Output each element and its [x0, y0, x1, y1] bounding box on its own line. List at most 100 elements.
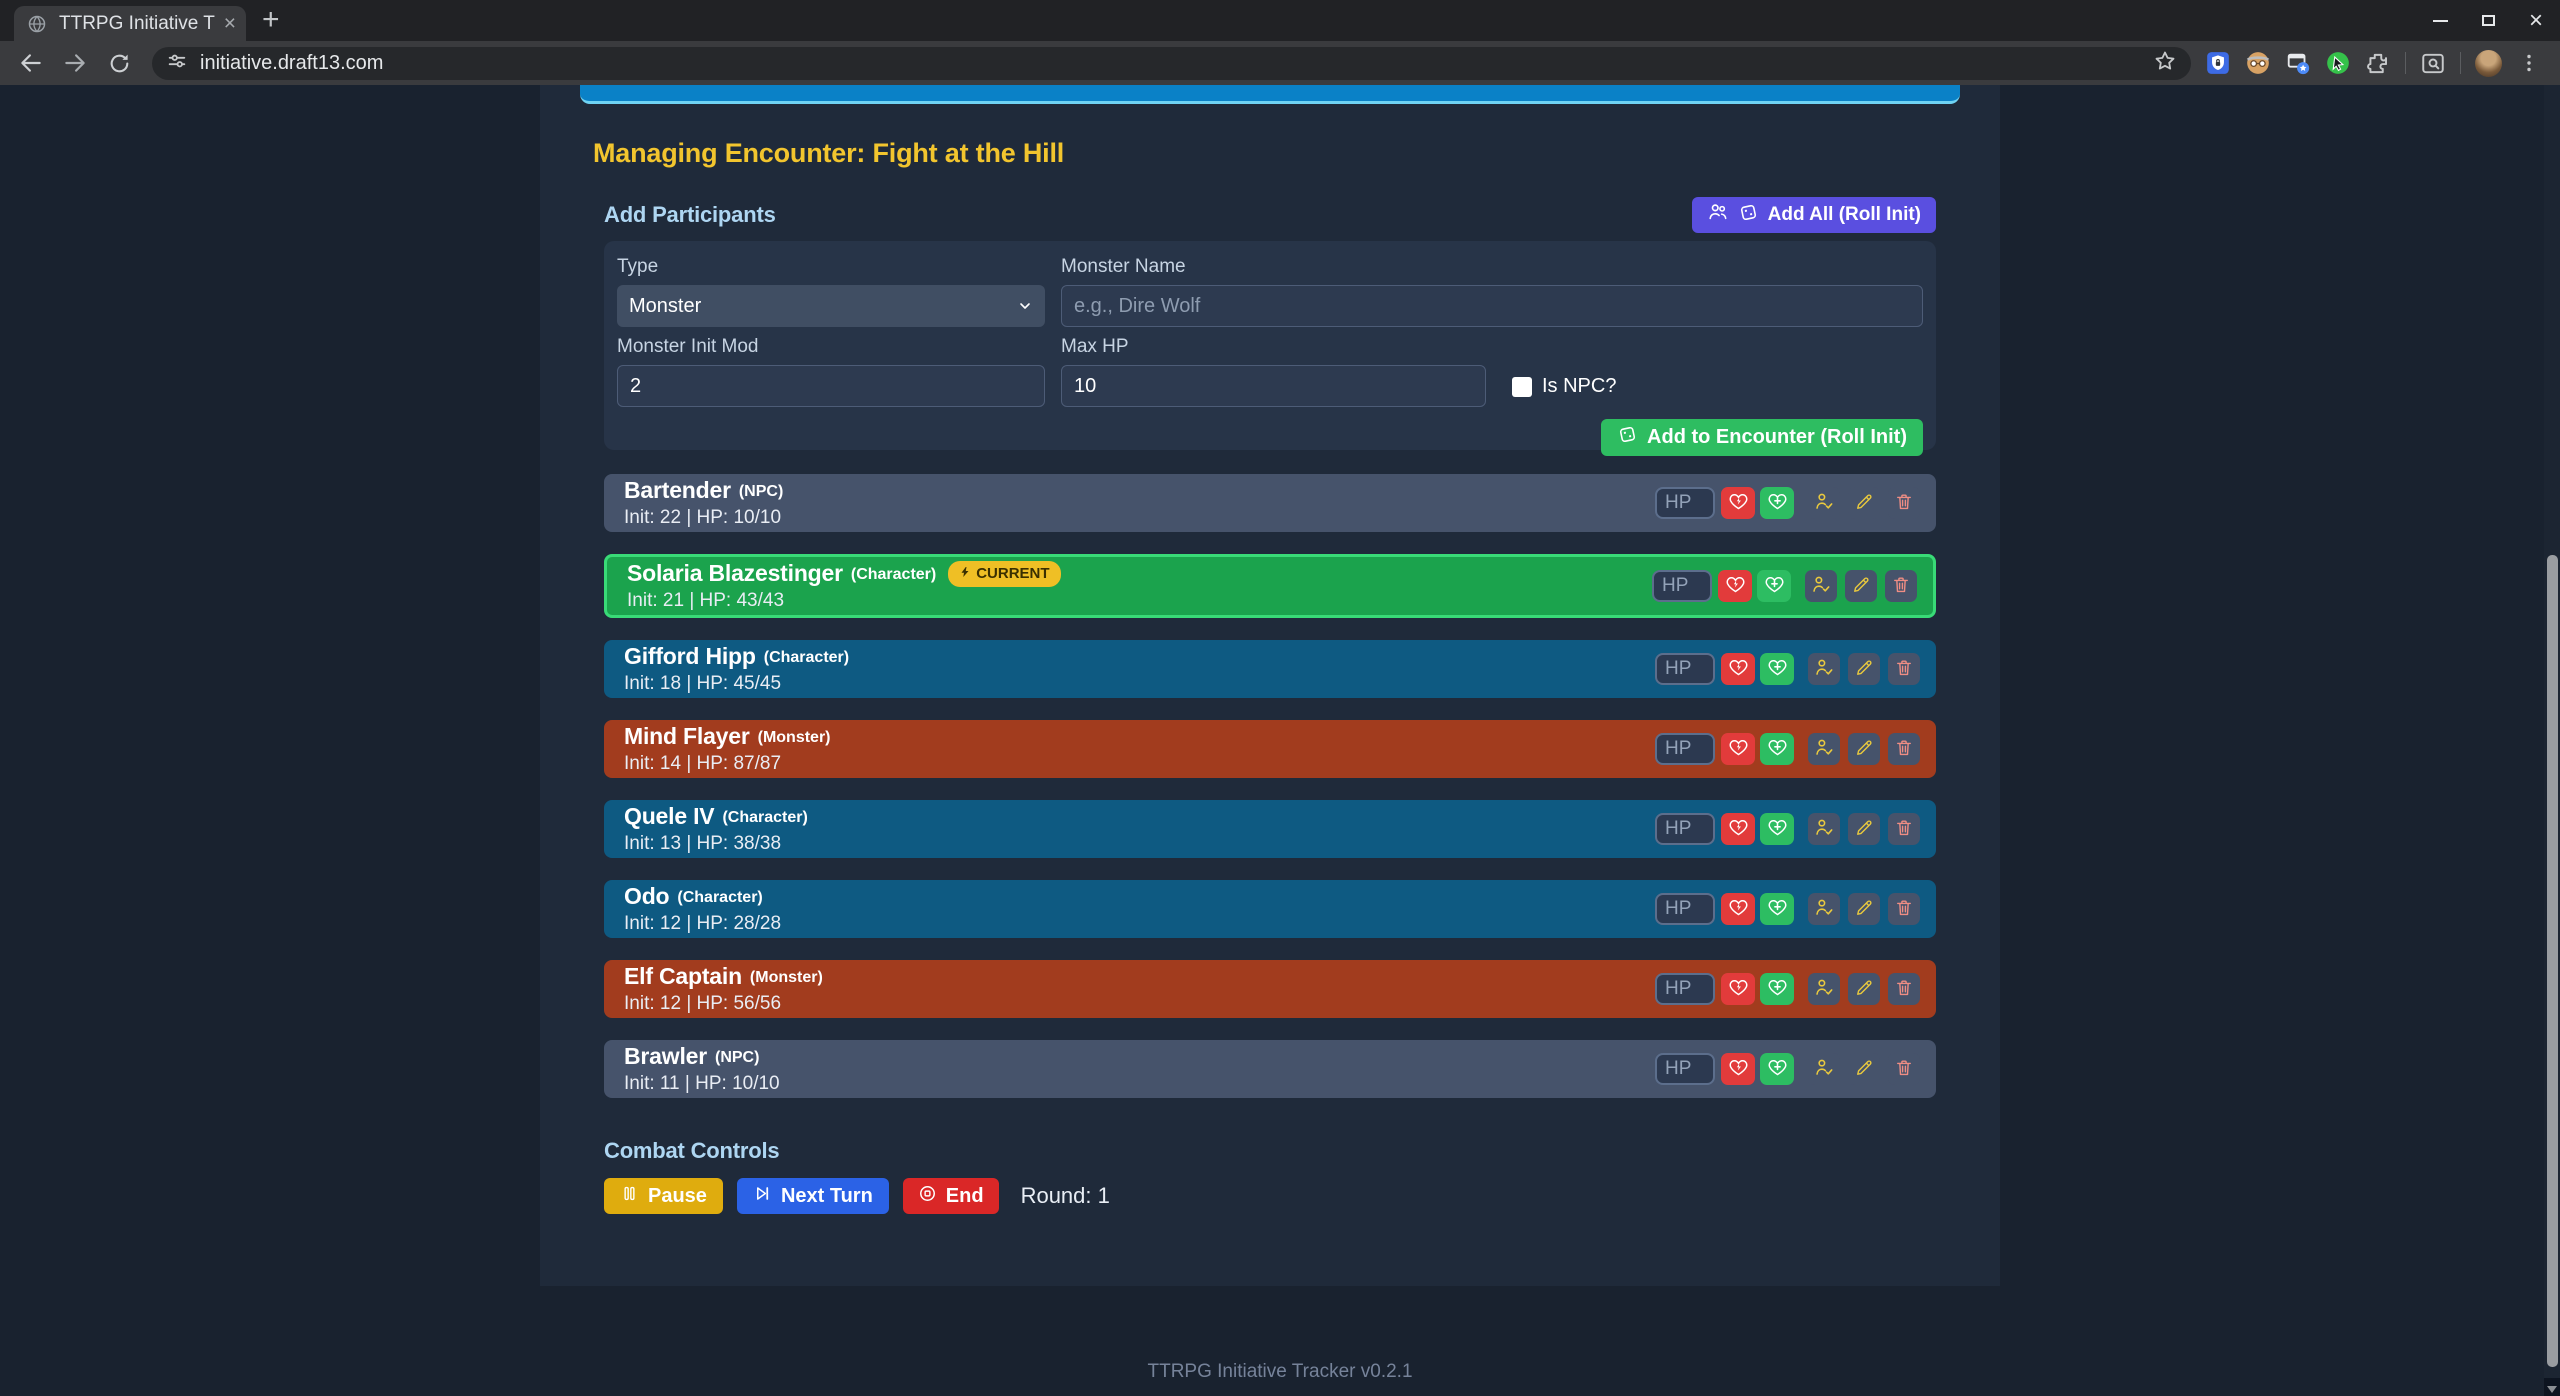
maximize-button[interactable]: [2464, 0, 2512, 41]
set-current-button[interactable]: [1805, 570, 1837, 602]
participant-row: Mind Flayer (Monster) Init: 14 | HP: 87/…: [604, 720, 1936, 778]
delete-button[interactable]: [1888, 487, 1920, 519]
browser-toolbar: initiative.draft13.com: [0, 41, 2560, 85]
is-npc-checkbox[interactable]: [1512, 376, 1532, 397]
hp-amount-input[interactable]: [1655, 973, 1715, 1005]
damage-button[interactable]: [1721, 653, 1755, 685]
face-extension-icon[interactable]: [2245, 50, 2271, 76]
add-to-encounter-button[interactable]: Add to Encounter (Roll Init): [1601, 419, 1923, 456]
participant-type: (NPC): [738, 483, 784, 500]
edit-button[interactable]: [1848, 893, 1880, 925]
hp-amount-input[interactable]: [1655, 653, 1715, 685]
max-hp-input[interactable]: [1061, 365, 1486, 407]
hp-amount-input[interactable]: [1655, 487, 1715, 519]
damage-button[interactable]: [1721, 733, 1755, 765]
damage-button[interactable]: [1721, 813, 1755, 845]
edit-button[interactable]: [1848, 1053, 1880, 1085]
hp-amount-input[interactable]: [1655, 813, 1715, 845]
monster-name-input[interactable]: [1061, 285, 1923, 327]
new-tab-button[interactable]: +: [262, 3, 280, 36]
damage-button[interactable]: [1721, 973, 1755, 1005]
maximize-icon: [2481, 15, 2495, 26]
window-star-extension-icon[interactable]: [2285, 50, 2311, 76]
end-button[interactable]: End: [902, 1178, 999, 1214]
heart-plus-icon: [1767, 737, 1788, 761]
delete-button[interactable]: [1888, 893, 1920, 925]
set-current-button[interactable]: [1808, 733, 1840, 765]
edit-button[interactable]: [1848, 733, 1880, 765]
delete-button[interactable]: [1888, 733, 1920, 765]
bookmark-star-icon[interactable]: [2153, 49, 2177, 78]
person-check-icon: [1814, 657, 1835, 681]
heal-button[interactable]: [1760, 893, 1794, 925]
site-info-icon[interactable]: [166, 50, 188, 77]
max-hp-label: Max HP: [1061, 336, 1129, 357]
next-turn-button[interactable]: Next Turn: [736, 1178, 889, 1214]
delete-button[interactable]: [1888, 653, 1920, 685]
hp-amount-input[interactable]: [1655, 1053, 1715, 1085]
cursor-extension-icon[interactable]: [2325, 50, 2351, 76]
edit-button[interactable]: [1845, 570, 1877, 602]
menu-dots-icon[interactable]: [2516, 50, 2542, 76]
heal-button[interactable]: [1760, 973, 1794, 1005]
browser-tab[interactable]: TTRPG Initiative Tracker ×: [14, 6, 246, 41]
heal-button[interactable]: [1760, 813, 1794, 845]
url-text[interactable]: initiative.draft13.com: [200, 51, 384, 74]
extensions-puzzle-icon[interactable]: [2365, 50, 2391, 76]
hp-amount-input[interactable]: [1655, 733, 1715, 765]
hp-amount-input[interactable]: [1655, 893, 1715, 925]
browser-chrome: TTRPG Initiative Tracker × + × initiativ…: [0, 0, 2560, 85]
edit-button[interactable]: [1848, 487, 1880, 519]
edit-button[interactable]: [1848, 653, 1880, 685]
edit-button[interactable]: [1848, 973, 1880, 1005]
edit-button[interactable]: [1848, 813, 1880, 845]
close-button[interactable]: ×: [2528, 6, 2543, 34]
delete-button[interactable]: [1888, 813, 1920, 845]
delete-button[interactable]: [1888, 973, 1920, 1005]
scrollbar-down-arrow[interactable]: [2544, 1378, 2560, 1396]
reload-button[interactable]: [100, 44, 138, 82]
hp-amount-input[interactable]: [1652, 570, 1712, 602]
address-bar[interactable]: initiative.draft13.com: [152, 46, 2191, 80]
info-banner: [580, 85, 1960, 104]
set-current-button[interactable]: [1808, 487, 1840, 519]
tab-close-icon[interactable]: ×: [223, 12, 236, 35]
set-current-button[interactable]: [1808, 1053, 1840, 1085]
participant-name: Mind Flayer: [624, 723, 750, 749]
pause-icon: [620, 1184, 639, 1209]
delete-button[interactable]: [1885, 570, 1917, 602]
heal-button[interactable]: [1757, 570, 1791, 602]
profile-avatar[interactable]: [2475, 49, 2502, 77]
type-select[interactable]: Monster: [617, 285, 1045, 327]
participant-name: Gifford Hipp: [624, 643, 756, 669]
pause-button[interactable]: Pause: [604, 1178, 723, 1214]
person-check-icon: [1814, 737, 1835, 761]
add-all-button[interactable]: Add All (Roll Init): [1691, 197, 1936, 233]
damage-button[interactable]: [1721, 487, 1755, 519]
minimize-button[interactable]: [2416, 0, 2464, 41]
set-current-button[interactable]: [1808, 653, 1840, 685]
damage-button[interactable]: [1721, 893, 1755, 925]
delete-button[interactable]: [1888, 1053, 1920, 1085]
heal-button[interactable]: [1760, 487, 1794, 519]
footer-text: TTRPG Initiative Tracker v0.2.1: [1147, 1361, 1413, 1382]
heal-button[interactable]: [1760, 653, 1794, 685]
set-current-button[interactable]: [1808, 813, 1840, 845]
shield-extension-icon[interactable]: [2205, 50, 2231, 76]
tab-search-icon[interactable]: [2420, 50, 2446, 76]
participant-row: Quele IV (Character) Init: 13 | HP: 38/3…: [604, 800, 1936, 858]
scrollbar[interactable]: [2544, 85, 2560, 1396]
forward-button[interactable]: [56, 44, 94, 82]
heal-button[interactable]: [1760, 733, 1794, 765]
damage-button[interactable]: [1718, 570, 1752, 602]
scrollbar-thumb[interactable]: [2547, 555, 2558, 1367]
trash-icon: [1894, 658, 1914, 681]
set-current-button[interactable]: [1808, 973, 1840, 1005]
heal-button[interactable]: [1760, 1053, 1794, 1085]
back-button[interactable]: [12, 44, 50, 82]
damage-button[interactable]: [1721, 1053, 1755, 1085]
trash-icon: [1891, 575, 1911, 598]
trash-icon: [1894, 898, 1914, 921]
set-current-button[interactable]: [1808, 893, 1840, 925]
init-mod-input[interactable]: [617, 365, 1045, 407]
